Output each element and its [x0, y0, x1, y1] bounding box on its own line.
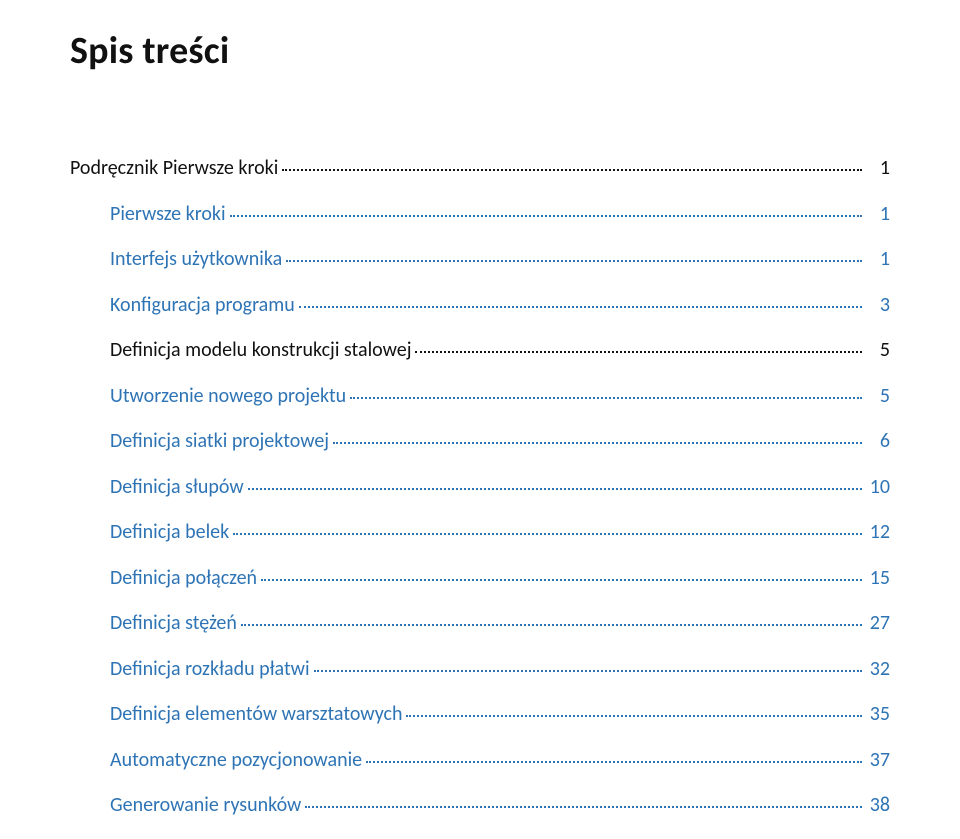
toc-entry-label: Definicja elementów warsztatowych — [110, 702, 402, 726]
toc-entry-label: Konfiguracja programu — [110, 293, 295, 317]
toc-entry[interactable]: Utworzenie nowego projektu 5 — [70, 384, 890, 408]
toc-entry-label: Interfejs użytkownika — [110, 247, 282, 271]
toc-leader-dots — [314, 670, 862, 672]
toc-leader-dots — [305, 806, 862, 808]
toc-entry-label: Pierwsze kroki — [110, 202, 226, 226]
toc-entry[interactable]: Interfejs użytkownika 1 — [70, 247, 890, 271]
toc-leader-dots — [350, 397, 862, 399]
toc-entry-page: 10 — [866, 475, 890, 499]
toc-entry: Podręcznik Pierwsze kroki 1 — [70, 156, 890, 180]
toc-leader-dots — [415, 351, 862, 353]
toc-entry[interactable]: Definicja rozkładu płatwi 32 — [70, 657, 890, 681]
toc-entry-label: Definicja belek — [110, 520, 229, 544]
toc-leader-dots — [299, 306, 862, 308]
toc-entry-label: Automatyczne pozycjonowanie — [110, 748, 362, 772]
toc-entry-label: Definicja połączeń — [110, 566, 257, 590]
toc-entry-label: Definicja stężeń — [110, 611, 237, 635]
toc-leader-dots — [406, 715, 862, 717]
toc-leader-dots — [286, 260, 862, 262]
toc-entry[interactable]: Definicja stężeń 27 — [70, 611, 890, 635]
toc-entry[interactable]: Konfiguracja programu 3 — [70, 293, 890, 317]
toc-entry-page: 1 — [866, 202, 890, 226]
toc-entry-label: Utworzenie nowego projektu — [110, 384, 346, 408]
toc-leader-dots — [233, 533, 862, 535]
toc-entry[interactable]: Automatyczne pozycjonowanie 37 — [70, 748, 890, 772]
toc-entry-page: 32 — [866, 657, 890, 681]
toc-entry[interactable]: Pierwsze kroki 1 — [70, 202, 890, 226]
toc-entry-label: Definicja rozkładu płatwi — [110, 657, 310, 681]
toc-entry-page: 1 — [866, 156, 890, 180]
toc-leader-dots — [241, 624, 862, 626]
toc-entry-page: 37 — [866, 748, 890, 772]
toc-entry-label: Definicja siatki projektowej — [110, 429, 329, 453]
toc-entry-page: 5 — [866, 338, 890, 362]
toc-leader-dots — [261, 579, 862, 581]
toc-entry[interactable]: Definicja połączeń 15 — [70, 566, 890, 590]
toc-entry[interactable]: Definicja belek 12 — [70, 520, 890, 544]
toc-leader-dots — [366, 761, 862, 763]
toc-leader-dots — [248, 488, 862, 490]
toc-leader-dots — [230, 215, 862, 217]
toc-entry-label: Podręcznik Pierwsze kroki — [70, 156, 278, 180]
toc-entry-page: 5 — [866, 384, 890, 408]
toc-entry[interactable]: Definicja słupów 10 — [70, 475, 890, 499]
toc-entry: Definicja modelu konstrukcji stalowej 5 — [70, 338, 890, 362]
toc-entry[interactable]: Definicja siatki projektowej 6 — [70, 429, 890, 453]
toc-entry[interactable]: Generowanie rysunków 38 — [70, 793, 890, 817]
document-page: Spis treści Podręcznik Pierwsze kroki1Pi… — [0, 0, 960, 815]
toc-leader-dots — [282, 169, 862, 171]
toc-entry-page: 38 — [866, 793, 890, 817]
toc-leader-dots — [333, 442, 862, 444]
toc-entry-page: 35 — [866, 702, 890, 726]
toc-entry-page: 1 — [866, 247, 890, 271]
toc-entry-page: 12 — [866, 520, 890, 544]
toc-list: Podręcznik Pierwsze kroki1Pierwsze kroki… — [70, 156, 890, 839]
toc-entry-page: 3 — [866, 293, 890, 317]
toc-entry-label: Generowanie rysunków — [110, 793, 301, 817]
toc-entry-label: Definicja słupów — [110, 475, 244, 499]
toc-entry-page: 6 — [866, 429, 890, 453]
toc-entry-page: 27 — [866, 611, 890, 635]
toc-entry-label: Definicja modelu konstrukcji stalowej — [110, 338, 411, 362]
toc-title: Spis treści — [70, 28, 890, 74]
toc-entry-page: 15 — [866, 566, 890, 590]
toc-entry[interactable]: Definicja elementów warsztatowych 35 — [70, 702, 890, 726]
